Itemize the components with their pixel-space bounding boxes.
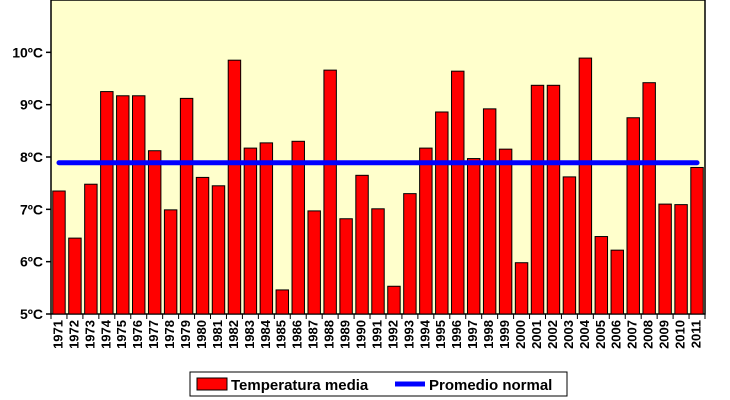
x-tick-label: 1977 [146, 320, 161, 349]
y-axis: 5ºC 6ºC 7ºC 8ºC 9ºC 10ºC [12, 44, 51, 322]
bar-1972 [68, 237, 82, 315]
y-tick-label: 10ºC [12, 44, 43, 60]
bar-1986 [291, 140, 305, 315]
bar-1987 [307, 210, 321, 315]
bar-1983 [243, 147, 258, 315]
bar-1979 [179, 97, 194, 315]
bar-1985 [275, 289, 290, 315]
x-tick-label: 1996 [449, 320, 464, 349]
x-tick-label: 1986 [290, 320, 305, 349]
x-tick-label: 2002 [545, 320, 560, 349]
x-tick-label: 2004 [577, 319, 592, 349]
x-tick-label: 1989 [338, 320, 353, 349]
x-tick-label: 1975 [114, 320, 129, 349]
x-tick-label: 1992 [385, 320, 400, 349]
bar-1991 [371, 208, 385, 315]
x-tick-label: 2007 [625, 320, 640, 349]
y-tick-label: 5ºC [20, 306, 43, 322]
bar-1984 [259, 142, 274, 315]
x-tick-label: 1982 [226, 320, 241, 349]
x-tick-label: 1995 [433, 320, 448, 349]
bar-1995 [435, 111, 449, 315]
bar-1981 [211, 185, 226, 315]
x-tick-label: 1987 [306, 320, 321, 349]
y-tick-label: 9ºC [20, 97, 43, 113]
y-tick-label: 6ºC [20, 254, 43, 270]
bar-1988 [323, 69, 337, 315]
x-tick-label: 1978 [162, 320, 177, 349]
x-tick-label: 1972 [66, 320, 81, 349]
bar-1975 [116, 95, 130, 315]
x-tick-label: 1998 [481, 320, 496, 349]
legend-box [189, 371, 568, 397]
bar-1974 [100, 91, 114, 315]
x-tick-label: 1993 [401, 320, 416, 349]
bar-1999 [498, 148, 513, 315]
x-tick-label: 1997 [465, 320, 480, 349]
bar-2010 [674, 204, 688, 315]
bar-1980 [195, 176, 210, 315]
bar-1971 [52, 190, 66, 315]
bar-1990 [355, 174, 369, 315]
x-tick-label: 1999 [497, 320, 512, 349]
x-tick-label: 1991 [369, 320, 384, 349]
bar-2001 [530, 84, 545, 315]
y-tick-label: 7ºC [20, 201, 43, 217]
bar-2007 [626, 117, 640, 315]
x-tick-label: 1994 [417, 319, 432, 349]
bar-2006 [610, 249, 624, 315]
x-tick-label: 1974 [98, 319, 113, 349]
bar-2004 [578, 57, 593, 315]
bar-1989 [339, 218, 353, 315]
x-tick-label: 1973 [82, 320, 97, 349]
bar-2008 [642, 82, 656, 315]
x-tick-label: 2003 [561, 320, 576, 349]
bar-1994 [419, 147, 433, 315]
x-tick-label: 2011 [688, 320, 703, 348]
bar-1992 [387, 285, 401, 315]
x-tick-label: 1985 [274, 320, 289, 349]
x-tick-label: 2008 [641, 320, 656, 349]
bar-1973 [84, 183, 98, 315]
x-axis: 1971 1972 1973 1974 1975 1976 1977 1978 1979 1980… [50, 314, 706, 349]
x-tick-label: 2000 [513, 320, 528, 349]
x-tick-label: 1979 [178, 320, 193, 349]
bar-2003 [562, 176, 577, 315]
x-tick-label: 1983 [242, 320, 257, 349]
x-tick-label: 2001 [529, 320, 544, 349]
bar-1996 [451, 70, 465, 315]
y-tick-label: 8ºC [20, 149, 43, 165]
bar-1993 [403, 193, 417, 315]
bar-2011 [690, 166, 704, 315]
x-tick-label: 2009 [657, 320, 672, 349]
x-tick-label: 1976 [130, 320, 145, 349]
bar-1982 [227, 59, 242, 315]
x-tick-label: 1988 [322, 320, 337, 349]
bar-1997 [466, 158, 481, 315]
x-tick-label: 1981 [210, 320, 225, 349]
bar-1978 [163, 209, 178, 315]
x-tick-label: 1984 [258, 319, 273, 349]
x-tick-label: 1971 [50, 320, 65, 349]
x-tick-label: 1990 [353, 320, 368, 349]
bar-2009 [658, 203, 672, 315]
x-tick-label: 2005 [593, 320, 608, 349]
bar-2002 [546, 84, 561, 315]
bar-1977 [147, 150, 162, 315]
legend-label-promedio-normal: Promedio normal [429, 377, 552, 394]
bar-1976 [132, 95, 146, 315]
bars [52, 57, 704, 315]
legend-label-temperatura-media: Temperatura media [231, 377, 369, 394]
bar-2005 [594, 236, 609, 315]
x-tick-label: 2010 [673, 320, 688, 349]
bar-1998 [482, 108, 497, 315]
legend-swatch-temperatura-media [196, 377, 228, 391]
x-tick-label: 1980 [194, 320, 209, 349]
legend: Temperatura media Promedio normal [189, 371, 568, 397]
bar-2000 [514, 262, 529, 315]
x-tick-label: 2006 [609, 320, 624, 349]
